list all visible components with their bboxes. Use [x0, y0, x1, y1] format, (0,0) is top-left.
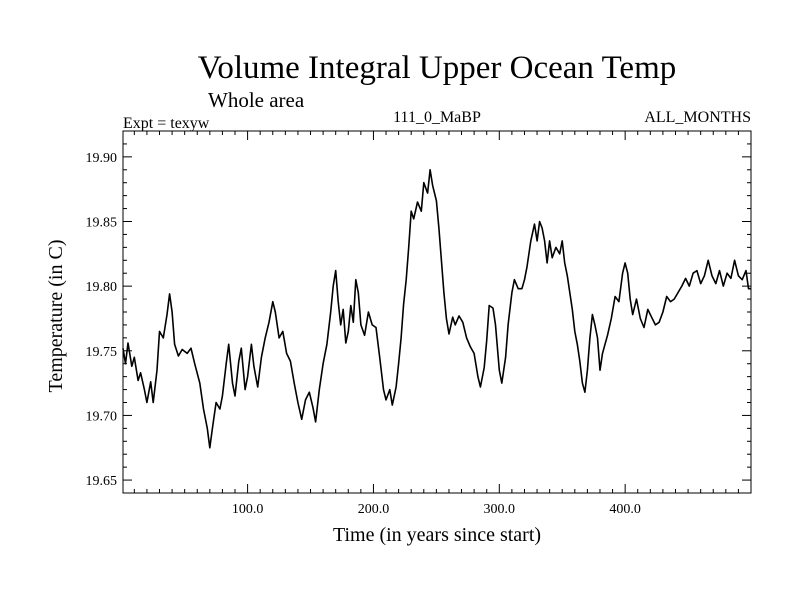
x-tick-label: 100.0	[232, 502, 264, 517]
y-tick-label: 19.90	[86, 151, 118, 166]
tick-marks	[123, 131, 751, 493]
x-axis-label: Time (in years since start)	[333, 524, 541, 546]
chart-subtitle: Whole area	[208, 88, 305, 112]
y-tick-label: 19.65	[86, 474, 118, 489]
y-tick-label: 19.85	[86, 216, 118, 231]
chart-title: Volume Integral Upper Ocean Temp	[198, 50, 676, 86]
experiment-label: Expt = texyw	[123, 115, 210, 132]
temperature-series-line	[122, 169, 751, 449]
months-label: ALL_MONTHS	[644, 109, 751, 126]
tick-labels: 100.0 200.0 300.0 400.0 19.65 19.70 19.75 19.80…	[86, 151, 641, 517]
y-axis-label: Temperature (in C)	[45, 240, 67, 393]
axes	[122, 130, 752, 494]
y-tick-label: 19.80	[86, 280, 118, 295]
series-layer	[122, 169, 751, 449]
x-tick-label: 300.0	[484, 502, 516, 517]
y-tick-label: 19.70	[86, 409, 118, 424]
x-tick-label: 400.0	[609, 502, 641, 517]
run-label: 111_0_MaBP	[393, 109, 481, 126]
y-tick-label: 19.75	[86, 345, 118, 360]
x-tick-label: 200.0	[358, 502, 390, 517]
plot-frame	[122, 130, 752, 494]
